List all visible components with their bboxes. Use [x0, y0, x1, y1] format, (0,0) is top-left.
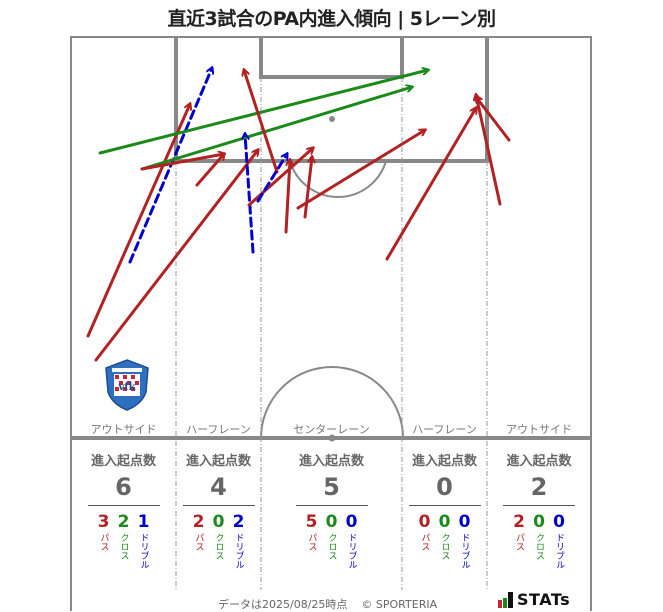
pass-arrow: [140, 154, 224, 171]
team-crest-icon: vfk: [105, 359, 149, 411]
pass-count: 0: [418, 512, 431, 532]
lane-label-outside-right: アウトサイド: [506, 423, 572, 436]
cross-count: 0: [212, 512, 225, 532]
pass-count: 2: [192, 512, 205, 532]
pass-label: パス: [514, 533, 524, 551]
dribble-count: 0: [458, 512, 471, 532]
cross-label: クロス: [326, 533, 337, 560]
pass-label: パス: [306, 533, 317, 551]
pass-count: 2: [513, 512, 525, 532]
lane-stats-outside-left: 進入起点数 6 3 パス 2 クロス 1 ドリブル: [71, 450, 176, 569]
lane-label-halfspace-left: ハーフレーン: [186, 423, 251, 436]
lane-label-center: センターレーン: [293, 423, 370, 436]
center-circle: [260, 366, 404, 439]
dribble-count: 1: [137, 512, 150, 532]
stats-total: 2: [530, 473, 548, 501]
dribble-label: ドリブル: [138, 533, 149, 569]
stats-header: 進入起点数: [298, 454, 364, 469]
dribble-count: 0: [345, 512, 358, 532]
dribble-label: ドリブル: [346, 533, 357, 569]
stats-logo: STATs: [498, 590, 570, 609]
lane-stats-center: 進入起点数 5 5 パス 0 クロス 0 ドリブル: [261, 450, 402, 569]
lane-stats-outside-right: 進入起点数 2 2 パス 0 クロス 0 ドリブル: [487, 450, 591, 569]
pass-arrow: [303, 157, 312, 219]
pass-arrow: [296, 130, 425, 210]
penalty-spot: [329, 116, 335, 122]
dribble-label: ドリブル: [459, 533, 470, 569]
center-spot: [328, 434, 336, 442]
cross-count: 0: [533, 512, 545, 532]
stats-divider: [182, 505, 255, 506]
pass-label: パス: [193, 533, 204, 551]
dribble-label: ドリブル: [233, 533, 244, 569]
stats-divider: [87, 505, 160, 506]
cross-label: クロス: [534, 533, 544, 560]
cross-label: クロス: [213, 533, 224, 560]
stats-total: 0: [436, 473, 453, 501]
pass-arrow: [284, 160, 290, 234]
cross-label: クロス: [118, 533, 129, 560]
stats-total: 6: [115, 473, 132, 501]
stats-header: 進入起点数: [411, 454, 477, 469]
penalty-arc: [289, 160, 387, 198]
pass-label: パス: [98, 533, 109, 551]
entry-arrows: [86, 68, 511, 362]
dribble-count: 0: [553, 512, 565, 532]
cross-arrow: [140, 87, 412, 171]
lane-label-outside-left: アウトサイド: [90, 423, 157, 436]
lane-label-halfspace-right: ハーフレーン: [412, 423, 477, 436]
pass-arrow: [476, 97, 511, 142]
footer-credits: データは2025/08/25時点 © SPORTERIA: [218, 596, 437, 612]
pass-arrow: [385, 108, 476, 261]
dribble-count: 2: [232, 512, 245, 532]
dribble-arrow: [256, 154, 287, 203]
pass-arrow: [94, 150, 258, 362]
penalty-area: [174, 37, 489, 163]
stats-divider: [295, 505, 368, 506]
copyright: © SPORTERIA: [361, 598, 438, 611]
cross-arrow: [98, 70, 428, 155]
pass-count: 5: [305, 512, 318, 532]
stats-header: 進入起点数: [506, 454, 572, 469]
pass-count: 3: [97, 512, 110, 532]
dribble-arrow: [245, 134, 255, 254]
pass-arrow: [476, 95, 502, 206]
cross-count: 0: [325, 512, 338, 532]
pass-arrow: [195, 154, 224, 187]
stats-header: 進入起点数: [185, 454, 251, 469]
chart-title: 直近3試合のPA内進入傾向 | 5レーン別: [167, 8, 496, 30]
stats-total: 5: [323, 473, 340, 501]
pitch-boundary: [70, 36, 592, 611]
stats-divider: [408, 505, 481, 506]
cross-label: クロス: [439, 533, 450, 560]
logo-text: STATs: [517, 590, 571, 609]
pass-arrow: [244, 70, 279, 174]
data-date: データは2025/08/25時点: [218, 598, 348, 611]
svg-text:vfk: vfk: [117, 382, 136, 393]
cross-count: 0: [438, 512, 451, 532]
stats-divider: [503, 505, 575, 506]
pass-arrow: [247, 148, 313, 207]
cross-count: 2: [117, 512, 130, 532]
pass-arrow: [86, 104, 190, 338]
stats-total: 4: [210, 473, 227, 501]
lane-stats-halfspace-left: 進入起点数 4 2 パス 0 クロス 2 ドリブル: [176, 450, 261, 569]
pass-label: パス: [419, 533, 430, 551]
bar-chart-icon: [498, 591, 513, 608]
goal-area: [259, 37, 404, 79]
stats-header: 進入起点数: [90, 454, 156, 469]
lane-stats-halfspace-right: 進入起点数 0 0 パス 0 クロス 0 ドリブル: [402, 450, 487, 569]
dribble-label: ドリブル: [554, 533, 564, 569]
